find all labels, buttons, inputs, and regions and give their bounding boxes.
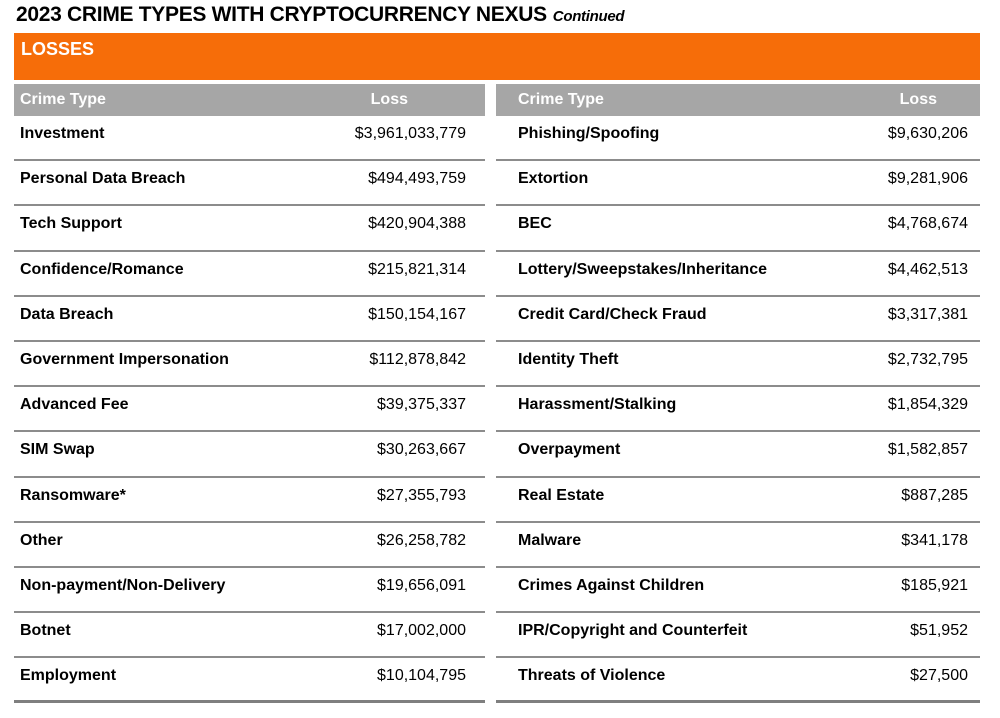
table-row: Crimes Against Children $185,921 [496,568,980,614]
loss-cell: $150,154,167 [368,305,466,323]
loss-cell: $1,854,329 [887,396,968,414]
table-row: Personal Data Breach $494,493,759 [14,161,485,207]
loss-cell: $27,500 [910,667,968,685]
crime-type-cell: Lottery/Sweepstakes/Inheritance [518,260,767,278]
loss-cell: $1,582,857 [887,441,968,459]
table-row: Malware $341,178 [496,523,980,568]
crime-type-cell: Identity Theft [518,350,619,368]
crime-type-cell: Overpayment [518,441,621,459]
crime-type-cell: Data Breach [20,305,114,323]
table-body-right: Phishing/Spoofing $9,630,206 Extortion $9,2… [496,116,980,704]
loss-cell: $215,821,314 [368,260,466,278]
table-row: Identity Theft $2,732,795 [496,342,980,388]
page-title-continued: Continued [552,8,625,25]
crime-type-cell: Threats of Violence [518,667,666,685]
crime-type-cell: Advanced Fee [20,396,129,414]
crime-loss-table-left: Crime Type Loss Investment $3,961,033,779… [14,84,485,704]
table-row: Ransomware* $27,355,793 [14,478,485,523]
table-row: SIM Swap $30,263,667 [14,432,485,478]
column-header-row: Crime Type Loss [14,84,485,116]
loss-cell: $112,878,842 [369,350,466,368]
losses-section-header: LOSSES [14,33,980,80]
table-row: Advanced Fee $39,375,337 [14,387,485,433]
table-body-left: Investment $3,961,033,779 Personal Data Br… [14,116,485,704]
table-row: Botnet $17,002,000 [14,613,485,659]
table-row: BEC $4,768,674 [496,206,980,252]
table-row: Credit Card/Check Fraud $3,317,381 [496,297,980,342]
crime-type-cell: Government Impersonation [20,350,229,368]
table-row: IPR/Copyright and Counterfeit $51,952 [496,613,980,659]
page-title: 2023 CRIME TYPES WITH CRYPTOCURRENCY NEX… [16,3,625,27]
loss-cell: $26,258,782 [377,531,466,549]
table-row: Employment $10,104,795 [14,658,485,704]
loss-cell: $341,178 [901,531,968,549]
loss-cell: $4,462,513 [887,260,968,278]
crime-type-cell: Malware [518,531,582,549]
table-row: Investment $3,961,033,779 [14,116,485,162]
table-row: Threats of Violence $27,500 [496,658,980,704]
crime-type-cell: Crimes Against Children [518,576,705,594]
page-title-text: 2023 CRIME TYPES WITH CRYPTOCURRENCY NEX… [16,3,547,26]
losses-label: LOSSES [21,39,95,59]
table-row: Other $26,258,782 [14,523,485,568]
loss-cell: $27,355,793 [377,486,466,504]
crime-type-header: Crime Type [518,91,604,108]
table-row: Extortion $9,281,906 [496,161,980,207]
loss-header: Loss [899,91,937,108]
loss-cell: $494,493,759 [368,170,466,188]
crime-type-cell: IPR/Copyright and Counterfeit [518,622,748,640]
crime-type-cell: Real Estate [518,486,605,504]
loss-cell: $9,281,906 [887,170,968,188]
table-row: Confidence/Romance $215,821,314 [14,252,485,297]
loss-cell: $887,285 [901,486,968,504]
crime-type-cell: Phishing/Spoofing [518,125,660,142]
crime-type-cell: Credit Card/Check Fraud [518,305,707,323]
crime-type-cell: Tech Support [20,215,122,233]
loss-cell: $420,904,388 [368,215,466,233]
loss-cell: $30,263,667 [377,441,466,459]
loss-cell: $2,732,795 [887,350,968,368]
loss-cell: $10,104,795 [377,667,466,685]
column-header-row: Crime Type Loss [496,84,980,116]
crime-type-cell: BEC [518,215,552,233]
crime-type-header: Crime Type [20,91,106,108]
crime-type-cell: Investment [20,125,105,142]
crime-type-cell: Employment [20,667,117,685]
loss-cell: $3,317,381 [887,305,968,323]
loss-cell: $3,961,033,779 [354,125,466,142]
table-row: Non-payment/Non-Delivery $19,656,091 [14,568,485,614]
crime-type-cell: Confidence/Romance [20,260,184,278]
table-row: Overpayment $1,582,857 [496,432,980,478]
table-row: Real Estate $887,285 [496,478,980,523]
crime-loss-table-right: Crime Type Loss Phishing/Spoofing $9,630,… [496,84,980,704]
crime-type-cell: Harassment/Stalking [518,396,677,414]
crime-type-cell: Other [20,531,63,549]
table-row: Lottery/Sweepstakes/Inheritance $4,462,51… [496,252,980,297]
loss-header: Loss [370,91,408,108]
table-row: Phishing/Spoofing $9,630,206 [496,116,980,162]
loss-cell: $9,630,206 [887,125,968,142]
loss-cell: $185,921 [901,576,968,594]
table-row: Data Breach $150,154,167 [14,297,485,342]
crime-type-cell: Personal Data Breach [20,170,186,188]
loss-cell: $51,952 [910,622,968,640]
crime-type-cell: SIM Swap [20,441,95,459]
loss-cell: $17,002,000 [377,622,466,640]
table-row: Government Impersonation $112,878,842 [14,342,485,388]
crime-type-cell: Botnet [20,622,71,640]
table-row: Harassment/Stalking $1,854,329 [496,387,980,433]
loss-cell: $4,768,674 [887,215,968,233]
loss-cell: $39,375,337 [377,396,466,414]
table-row: Tech Support $420,904,388 [14,206,485,252]
loss-cell: $19,656,091 [377,576,466,594]
crime-type-cell: Non-payment/Non-Delivery [20,576,226,594]
crime-type-cell: Extortion [518,170,589,188]
crime-type-cell: Ransomware* [20,486,126,504]
